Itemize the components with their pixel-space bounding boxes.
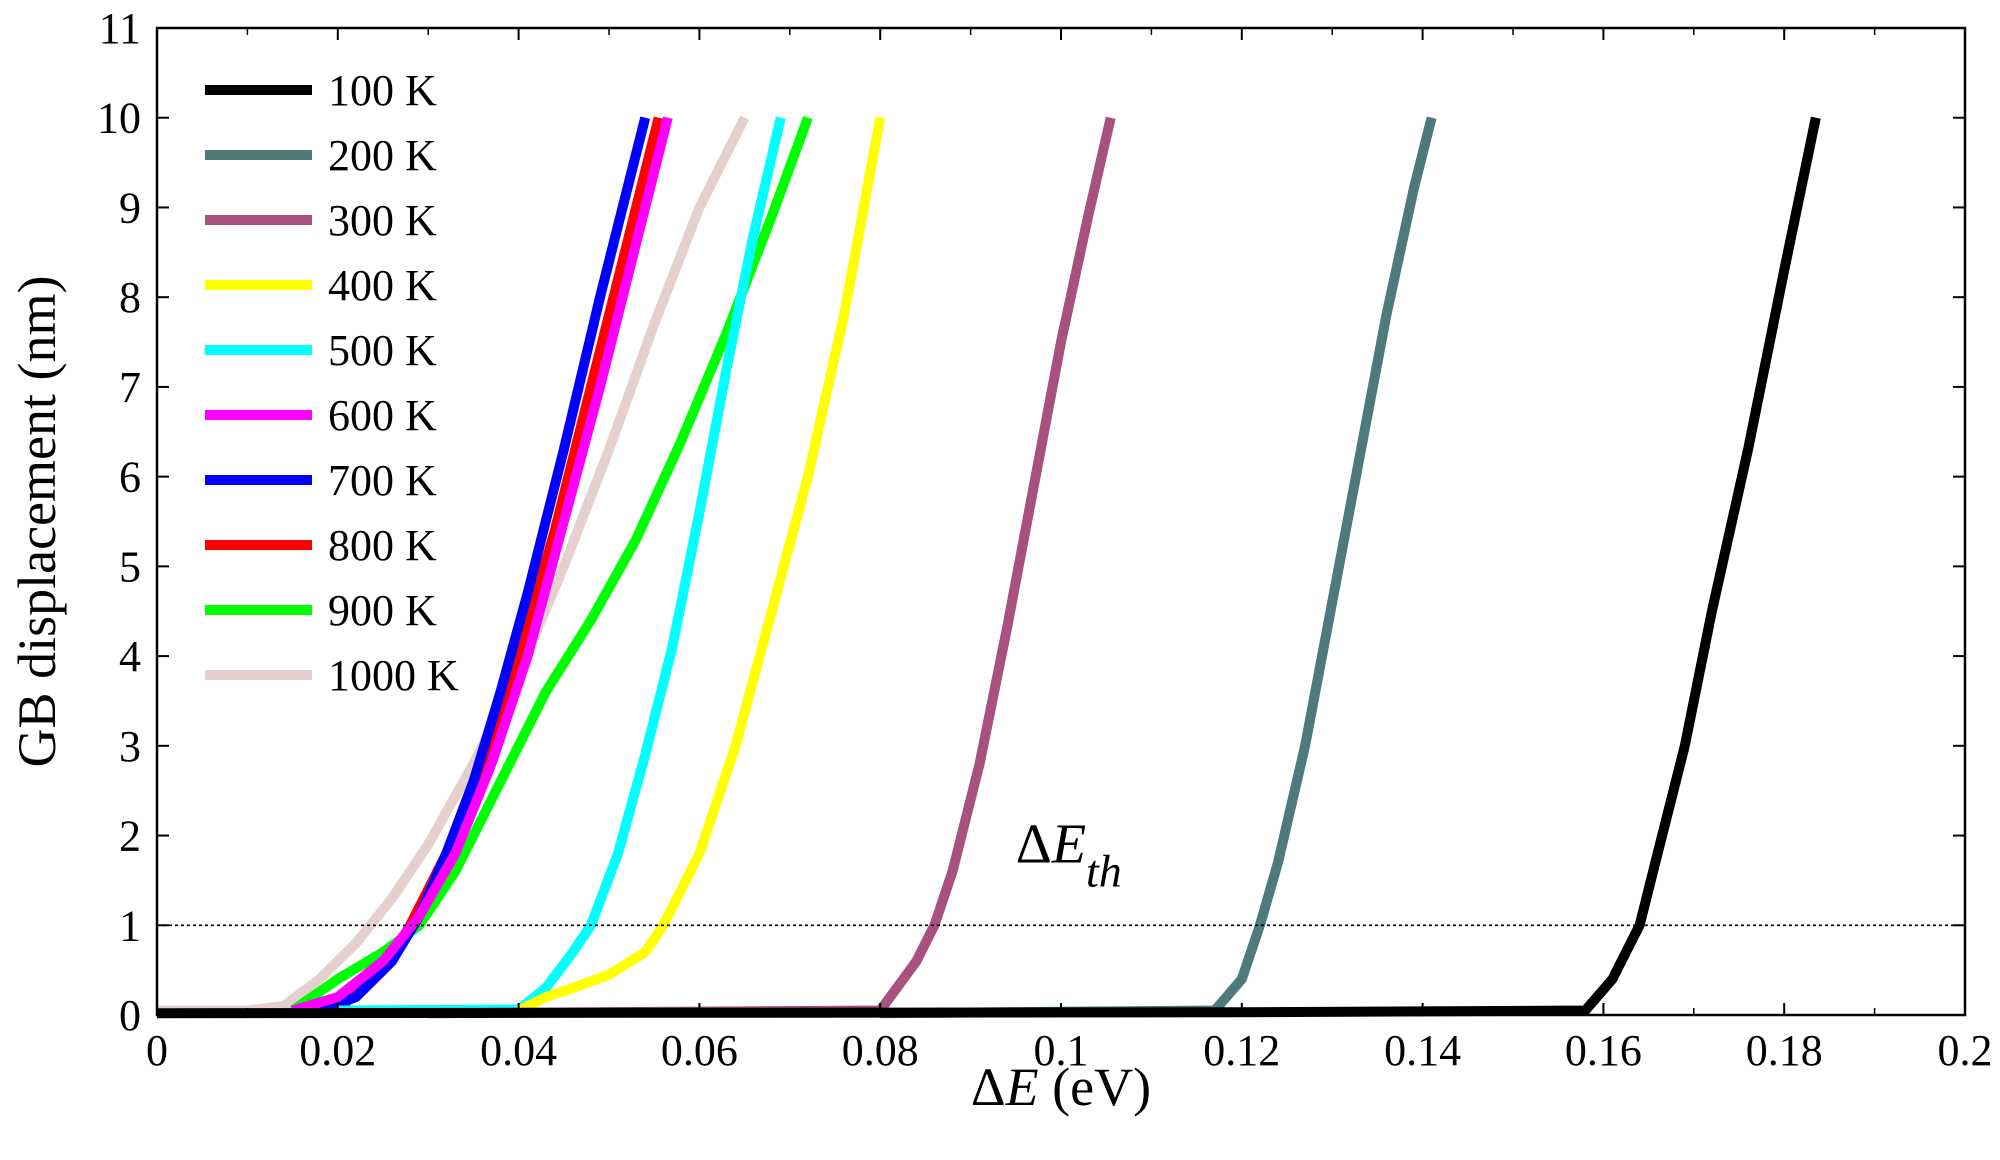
annotation-variable: E bbox=[1051, 813, 1086, 875]
legend-label-1000-k: 1000 K bbox=[328, 651, 459, 700]
series-line-500-k bbox=[337, 116, 786, 1016]
legend-label-900-k: 900 K bbox=[328, 586, 437, 635]
series-line-100-k bbox=[156, 116, 1821, 1019]
series-line-400-k bbox=[516, 116, 886, 1015]
legend-label-300-k: 300 K bbox=[328, 196, 437, 245]
x-tick-label: 0.02 bbox=[299, 1026, 376, 1075]
series-line-300-k bbox=[428, 116, 1116, 1019]
y-tick-label: 4 bbox=[119, 632, 141, 681]
y-tick-label: 8 bbox=[119, 273, 141, 322]
legend-label-500-k: 500 K bbox=[328, 326, 437, 375]
series-line-900-k bbox=[289, 115, 813, 1015]
ticks-layer bbox=[156, 27, 1966, 1016]
y-tick-label: 6 bbox=[119, 453, 141, 502]
x-axis-title-unit: (eV) bbox=[1039, 1057, 1151, 1117]
x-tick-label: 0.12 bbox=[1203, 1026, 1280, 1075]
series-line-1000-k bbox=[157, 115, 750, 1016]
series-layer bbox=[156, 115, 1821, 1019]
x-tick-label: 0.2 bbox=[1938, 1026, 1993, 1075]
x-tick-label: 0.16 bbox=[1565, 1026, 1642, 1075]
y-tick-label: 9 bbox=[119, 183, 141, 232]
y-axis-title: GB displacement (nm) bbox=[7, 276, 67, 768]
series-line-200-k bbox=[880, 116, 1437, 1019]
x-axis-title: ΔE (eV) bbox=[971, 1057, 1151, 1117]
annotation-prefix: Δ bbox=[1016, 813, 1052, 875]
legend-label-700-k: 700 K bbox=[328, 456, 437, 505]
legend-label-600-k: 600 K bbox=[328, 391, 437, 440]
y-tick-label: 11 bbox=[99, 4, 141, 53]
x-tick-label: 0.14 bbox=[1384, 1026, 1461, 1075]
y-tick-label: 5 bbox=[119, 542, 141, 591]
annotation-subscript: th bbox=[1086, 845, 1122, 896]
legend-label-400-k: 400 K bbox=[328, 261, 437, 310]
x-axis-title-prefix: Δ bbox=[971, 1057, 1006, 1117]
y-tick-label: 0 bbox=[119, 991, 141, 1040]
series-line-600-k bbox=[291, 116, 673, 1016]
legend: 100 K 200 K 300 K 400 K 500 K 600 K 700 K 800 K… bbox=[205, 66, 459, 700]
legend-label-200-k: 200 K bbox=[328, 131, 437, 180]
series-line-700-k bbox=[317, 116, 651, 1016]
x-tick-label: 0.06 bbox=[661, 1026, 738, 1075]
legend-label-100-k: 100 K bbox=[328, 66, 437, 115]
threshold-annotation: ΔEth bbox=[1016, 813, 1122, 896]
y-tick-label: 3 bbox=[119, 722, 141, 771]
x-axis-title-variable: E bbox=[1005, 1057, 1039, 1117]
y-tick-label: 2 bbox=[119, 812, 141, 861]
x-tick-label: 0.04 bbox=[480, 1026, 557, 1075]
legend-label-800-k: 800 K bbox=[328, 521, 437, 570]
y-tick-label: 1 bbox=[119, 901, 141, 950]
x-tick-label: 0.08 bbox=[842, 1026, 919, 1075]
x-tick-label: 0.18 bbox=[1746, 1026, 1823, 1075]
labels-layer: 0 0.02 0.04 0.06 0.08 0.1 0.12 0.14 0.16 0.18 0.2 0… bbox=[97, 4, 1993, 1075]
y-tick-label: 10 bbox=[97, 94, 141, 143]
x-tick-label: 0.1 bbox=[1034, 1026, 1089, 1075]
x-tick-label: 0 bbox=[146, 1026, 168, 1075]
y-tick-label: 7 bbox=[119, 363, 141, 412]
